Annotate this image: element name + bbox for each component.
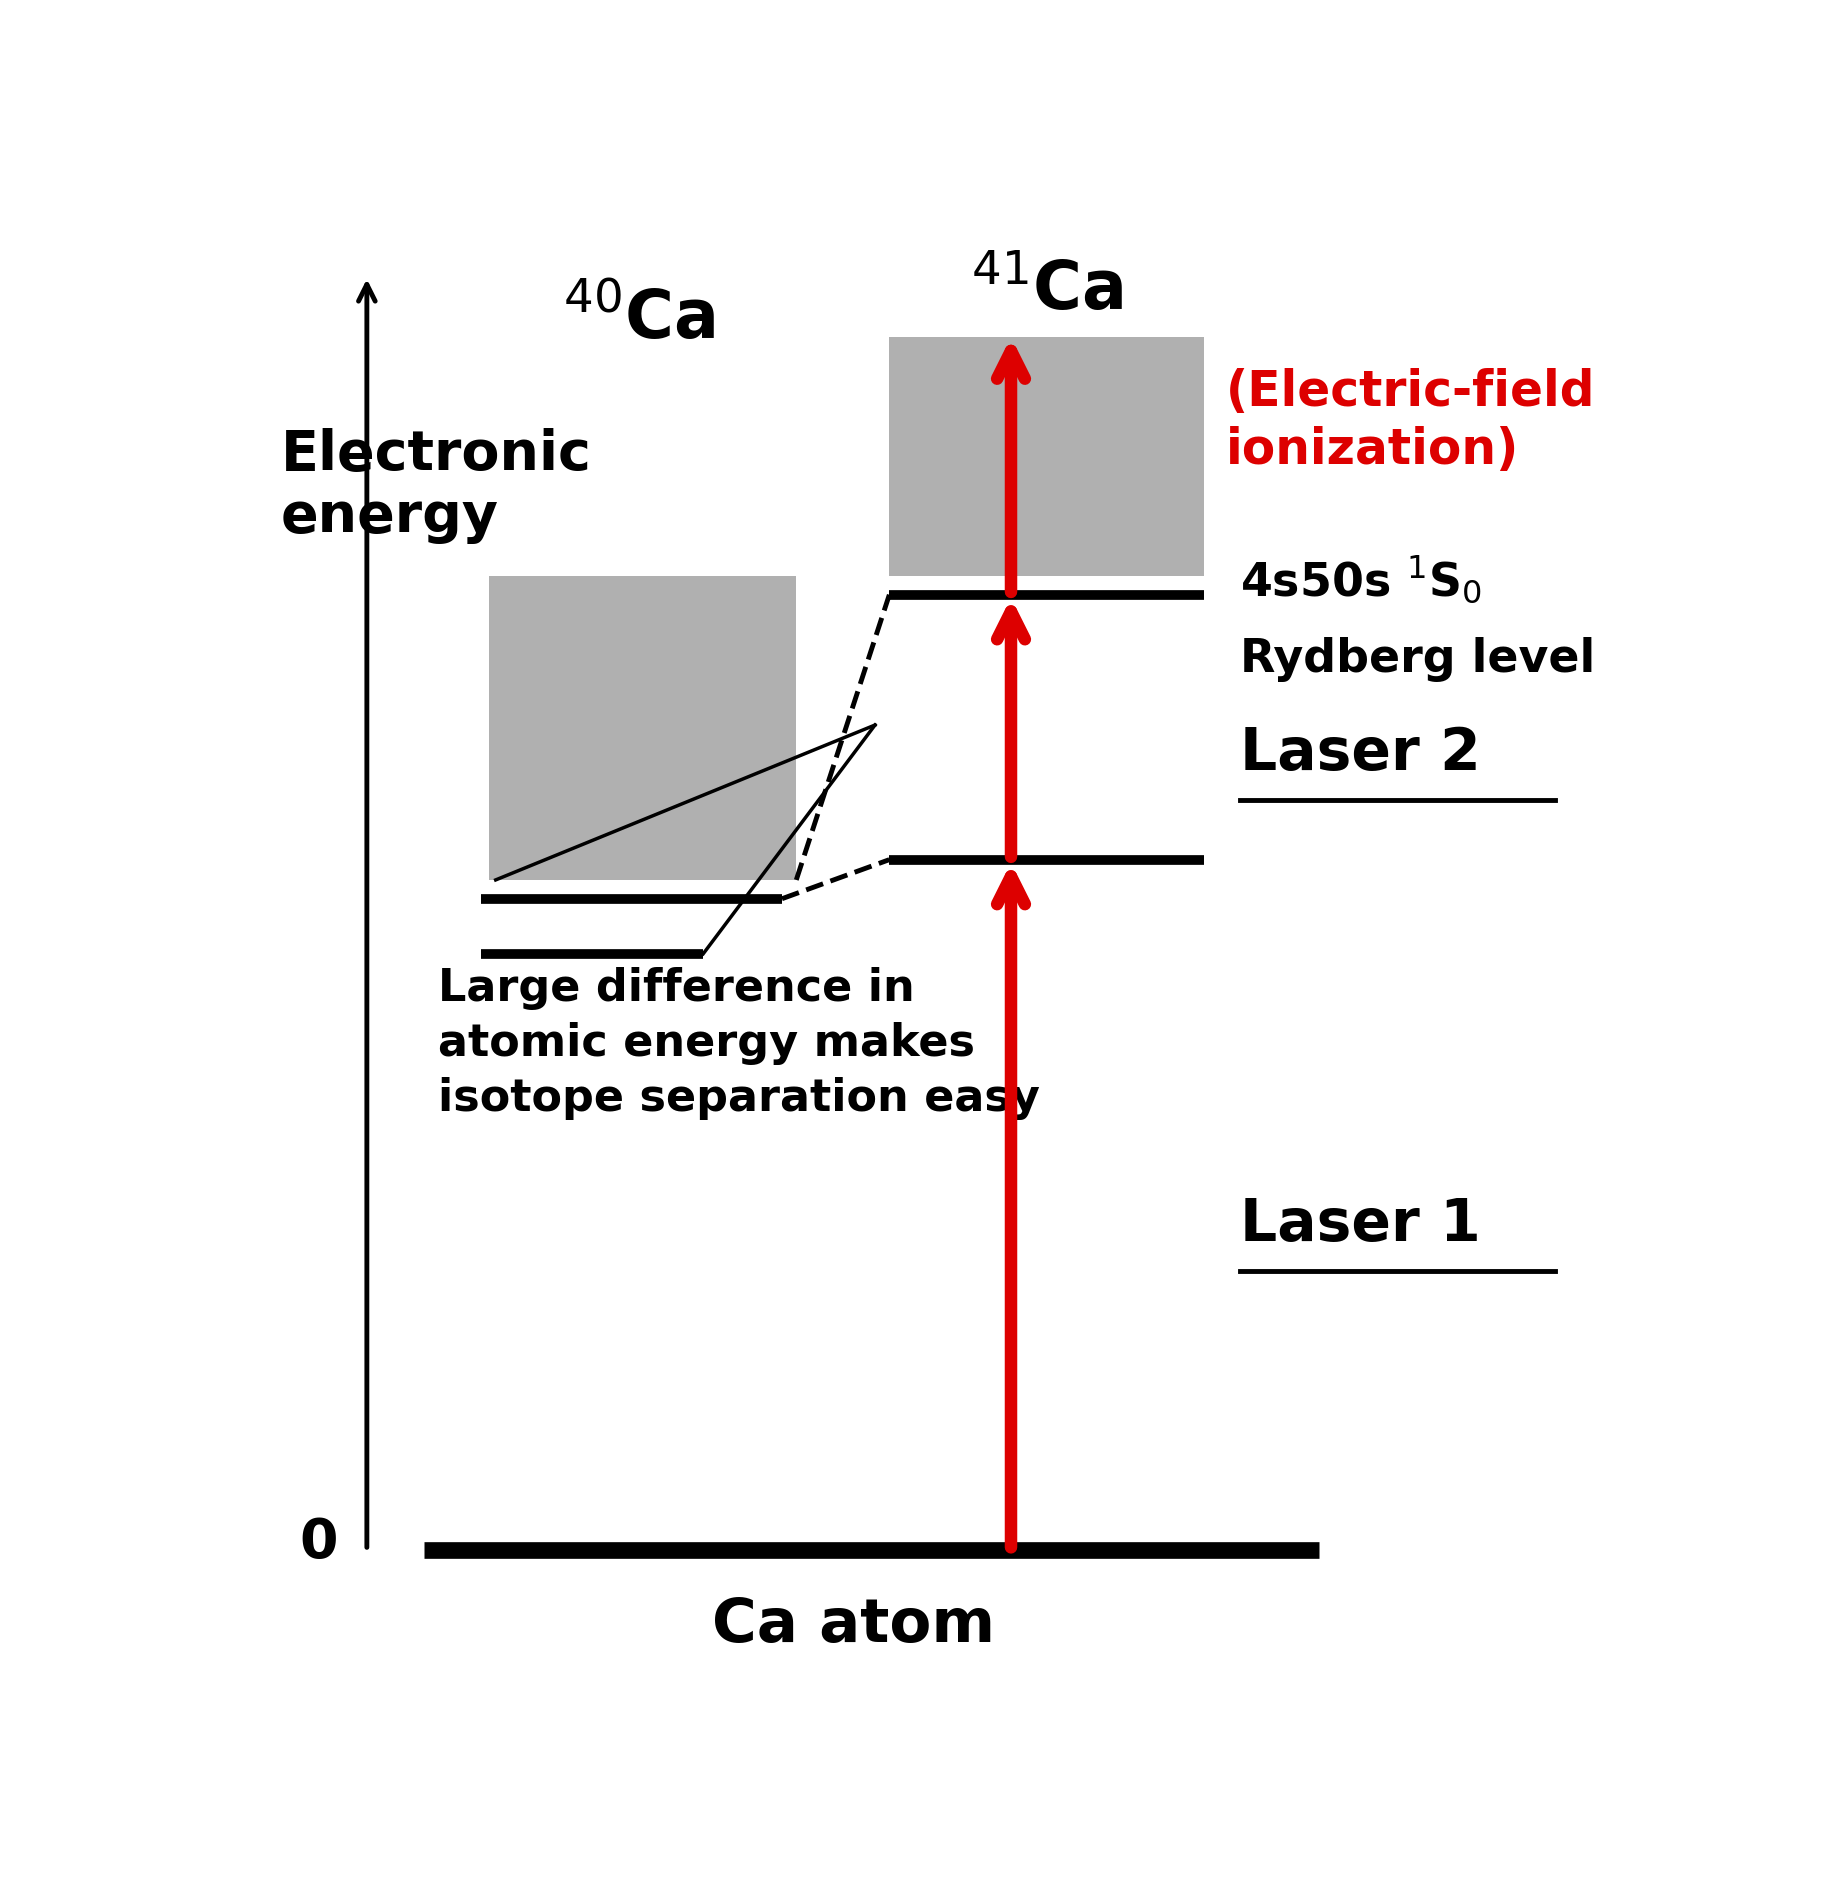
Bar bbox=[488, 575, 796, 880]
Text: Rydberg level: Rydberg level bbox=[1239, 637, 1596, 682]
Text: (Electric-field
ionization): (Electric-field ionization) bbox=[1226, 368, 1596, 474]
Text: Large difference in
atomic energy makes
isotope separation easy: Large difference in atomic energy makes … bbox=[438, 966, 1040, 1120]
Text: $^{40}$Ca: $^{40}$Ca bbox=[563, 286, 715, 353]
Text: Electronic
energy: Electronic energy bbox=[281, 429, 591, 545]
Bar bbox=[890, 337, 1204, 575]
Text: Laser 2: Laser 2 bbox=[1239, 726, 1481, 782]
Text: $^{41}$Ca: $^{41}$Ca bbox=[970, 258, 1123, 323]
Text: Ca atom: Ca atom bbox=[711, 1596, 996, 1654]
Text: 4s50s $^1$S$_0$: 4s50s $^1$S$_0$ bbox=[1239, 555, 1481, 607]
Text: 0: 0 bbox=[299, 1515, 338, 1570]
Text: Laser 1: Laser 1 bbox=[1239, 1196, 1481, 1252]
